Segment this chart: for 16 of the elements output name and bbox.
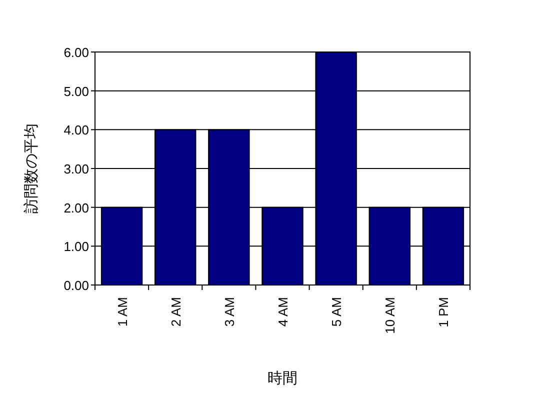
x-tick-label: 4 AM xyxy=(276,297,290,327)
x-tick-label: 1 PM xyxy=(436,297,452,328)
y-tick-label: 6.00 xyxy=(64,45,89,60)
x-tick-label: 2 AM xyxy=(168,297,184,327)
x-tick-label: 1 AM xyxy=(114,297,130,327)
y-tick-label: 3.00 xyxy=(64,162,89,176)
x-axis-title: 時間 xyxy=(268,370,298,387)
y-tick-label: 2.00 xyxy=(64,200,89,216)
x-tick-label: 3 AM xyxy=(222,297,237,327)
y-axis-title: 訪問数の平均 xyxy=(23,124,40,214)
x-tick-label: 10 AM xyxy=(382,297,398,334)
y-tick-label: 1.00 xyxy=(64,239,89,254)
y-tick-label: 4.00 xyxy=(64,122,89,138)
y-tick-label: 5.00 xyxy=(64,84,89,99)
x-tick-label: 5 AM xyxy=(329,297,344,327)
y-tick-label: 0.00 xyxy=(64,278,89,293)
